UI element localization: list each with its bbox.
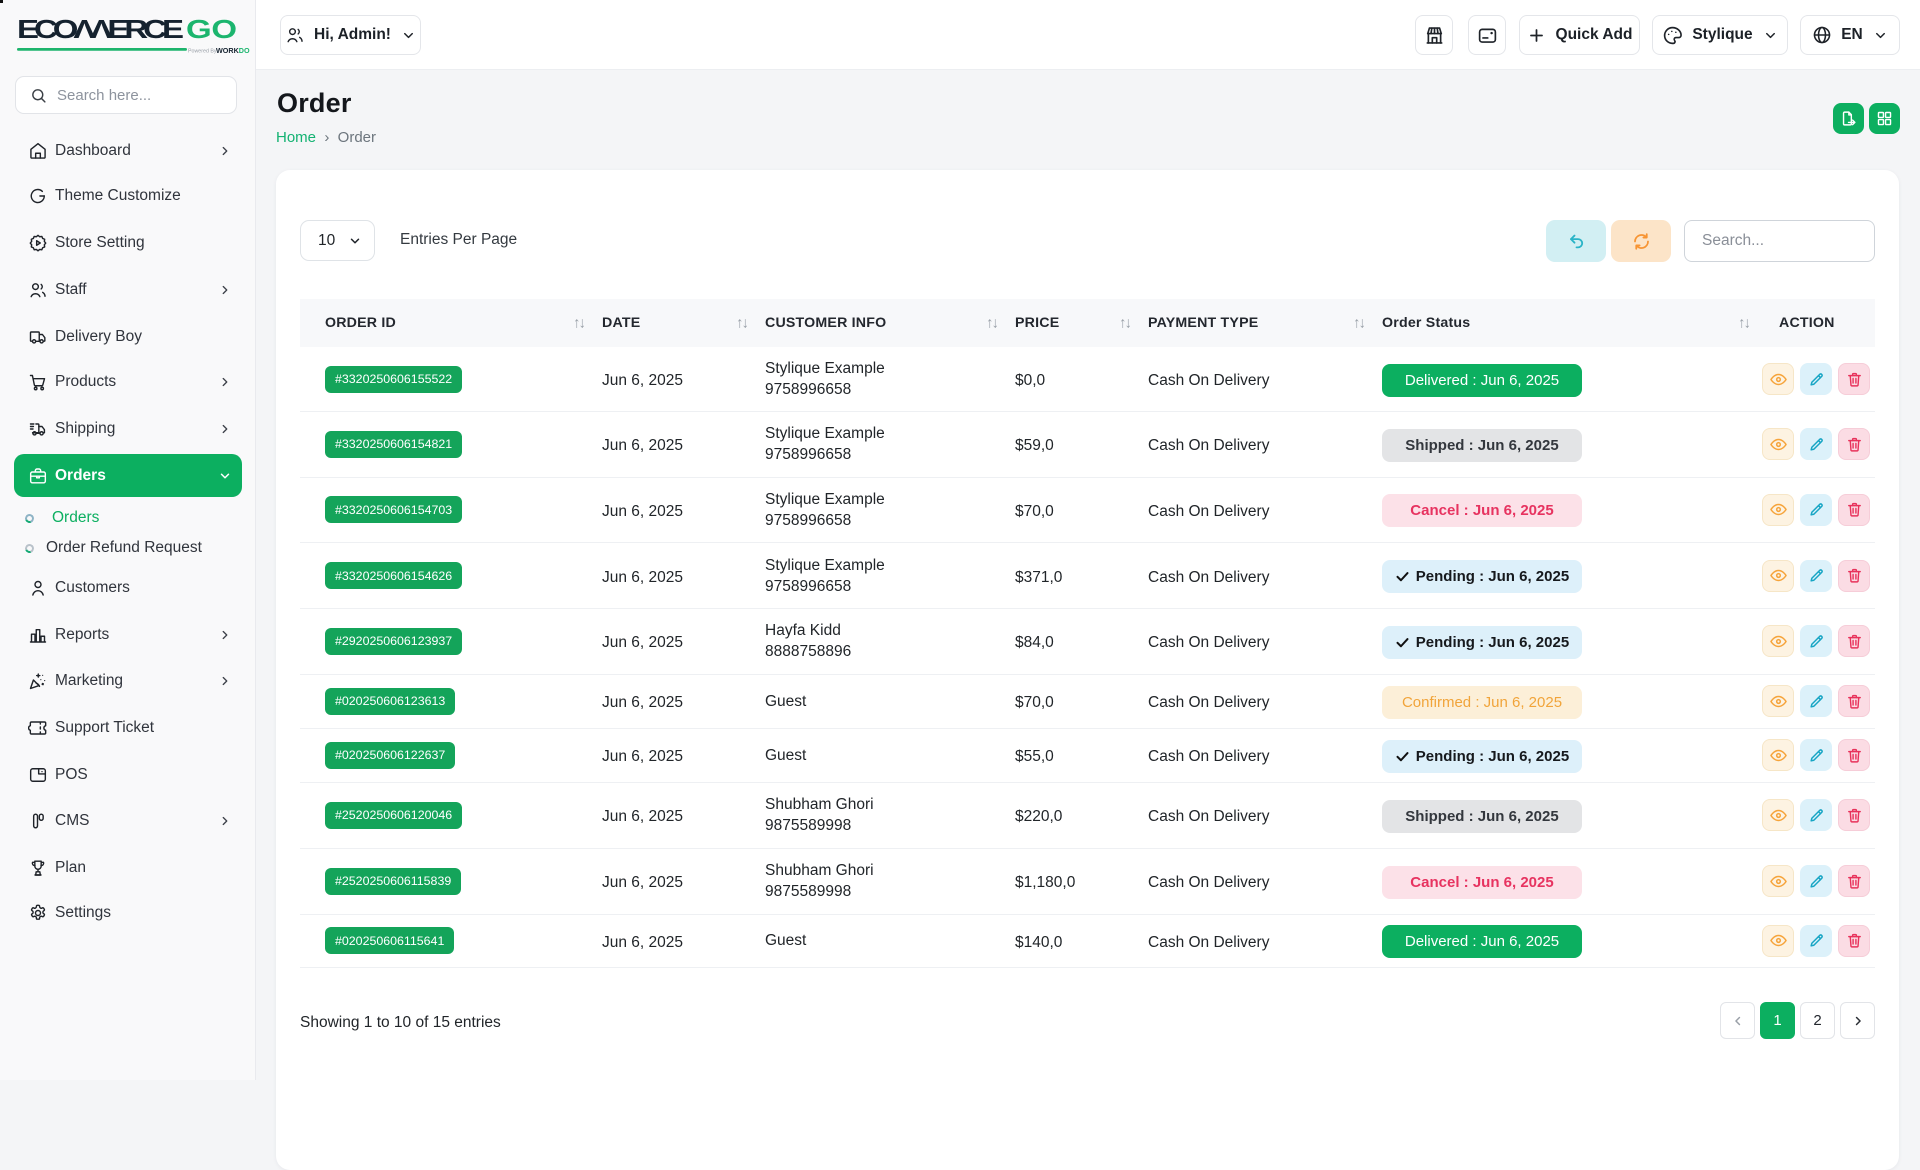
svg-text:WORKDO: WORKDO xyxy=(216,46,250,55)
svg-text:ECOΛΛERCE: ECOΛΛERCE xyxy=(17,15,184,44)
svg-text:Powered By: Powered By xyxy=(188,48,217,54)
svg-text:GO: GO xyxy=(186,15,237,44)
